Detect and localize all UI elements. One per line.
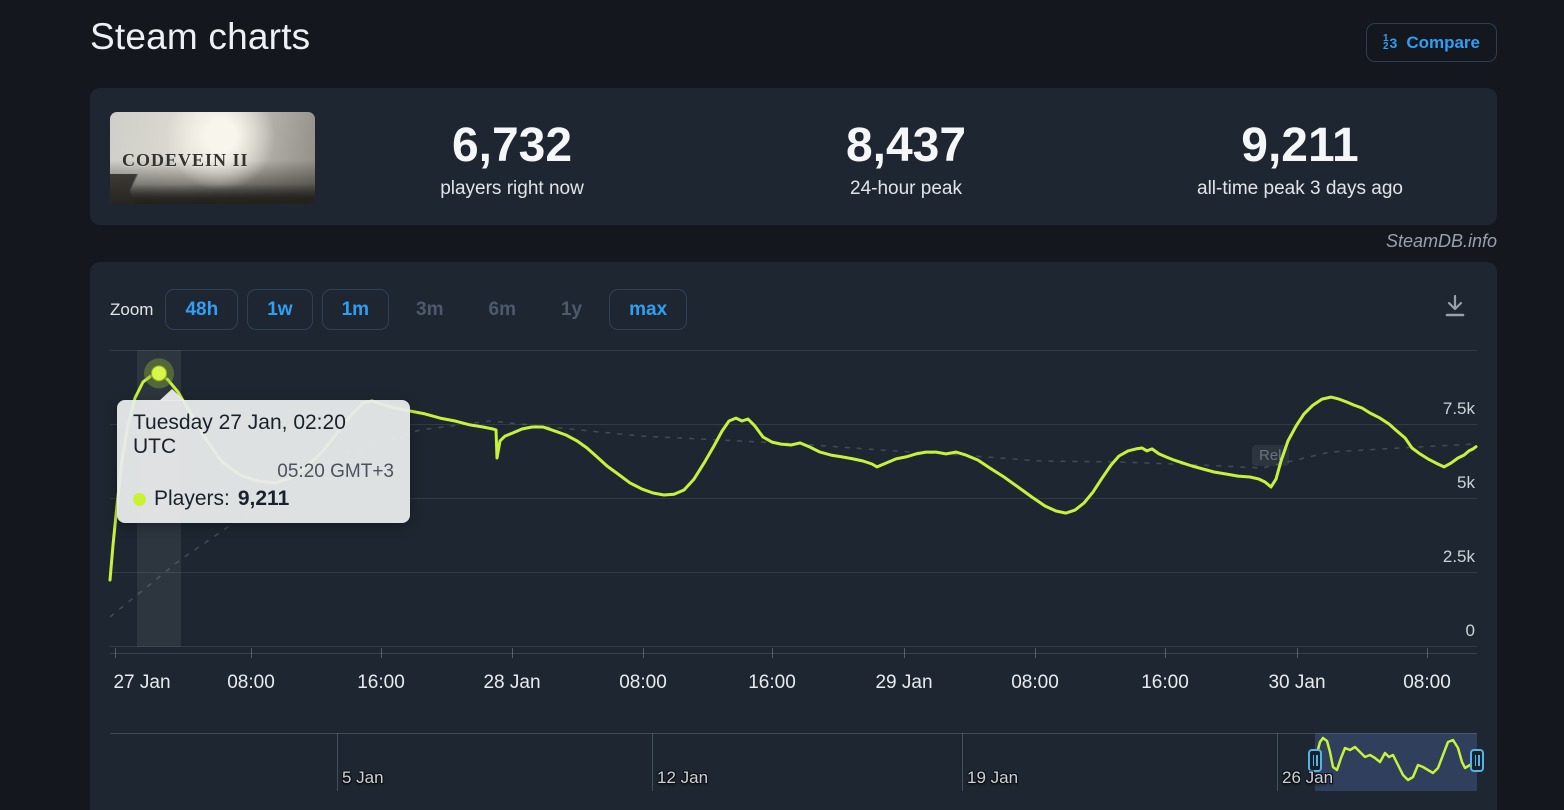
game-capsule[interactable]: CODEVEIN II — [110, 112, 315, 204]
tooltip-date: Tuesday 27 Jan, 02:20 UTC — [133, 411, 346, 458]
steamdb-watermark: SteamDB.info — [1385, 231, 1497, 251]
compare-button-label: Compare — [1406, 32, 1480, 52]
download-icon[interactable] — [1441, 292, 1469, 325]
players-series-dot-icon — [133, 492, 146, 506]
stat-label: players right now — [440, 177, 584, 199]
stats-row: 6,732 players right now 8,437 24-hour pe… — [315, 88, 1497, 225]
zoom-1m-button[interactable]: 1m — [321, 289, 390, 330]
chart-panel: Zoom 48h 1w 1m 3m 6m 1y max — [90, 262, 1497, 810]
stat-value: 8,437 — [845, 118, 967, 172]
game-title: CODEVEIN II — [122, 150, 249, 170]
zoom-3m-button: 3m — [398, 289, 461, 330]
stat-label: 24-hour peak — [850, 177, 962, 199]
stat-value: 9,211 — [1241, 118, 1359, 172]
zoom-48h-button[interactable]: 48h — [165, 289, 239, 330]
stat-value: 6,732 — [451, 118, 573, 172]
stat-label: all-time peak 3 days ago — [1197, 177, 1403, 199]
stat-current-players: 6,732 players right now — [315, 88, 709, 225]
tooltip-players-value: 9,211 — [237, 487, 290, 510]
tooltip-local-time: 05:20 GMT+3 — [277, 461, 394, 482]
zoom-6m-button: 6m — [471, 289, 534, 330]
zoom-1w-button[interactable]: 1w — [247, 289, 313, 330]
zoom-label: Zoom — [110, 299, 154, 319]
stat-24h-peak: 8,437 24-hour peak — [709, 88, 1103, 225]
stat-alltime-peak: 9,211 all-time peak 3 days ago — [1103, 88, 1497, 225]
tooltip-series-label: Players: — [154, 487, 230, 510]
zoom-max-button[interactable]: max — [609, 289, 688, 330]
zoom-1y-button: 1y — [543, 289, 600, 330]
chart-tooltip: Tuesday 27 Jan, 02:20 UTC 05:20 GMT+3 Pl… — [117, 389, 410, 523]
page-title: Steam charts — [90, 16, 311, 57]
capsule-artwork — [110, 174, 315, 204]
stats-panel: CODEVEIN II 6,732 players right now 8,43… — [90, 88, 1497, 225]
zoom-controls: Zoom 48h 1w 1m 3m 6m 1y max — [110, 289, 696, 330]
